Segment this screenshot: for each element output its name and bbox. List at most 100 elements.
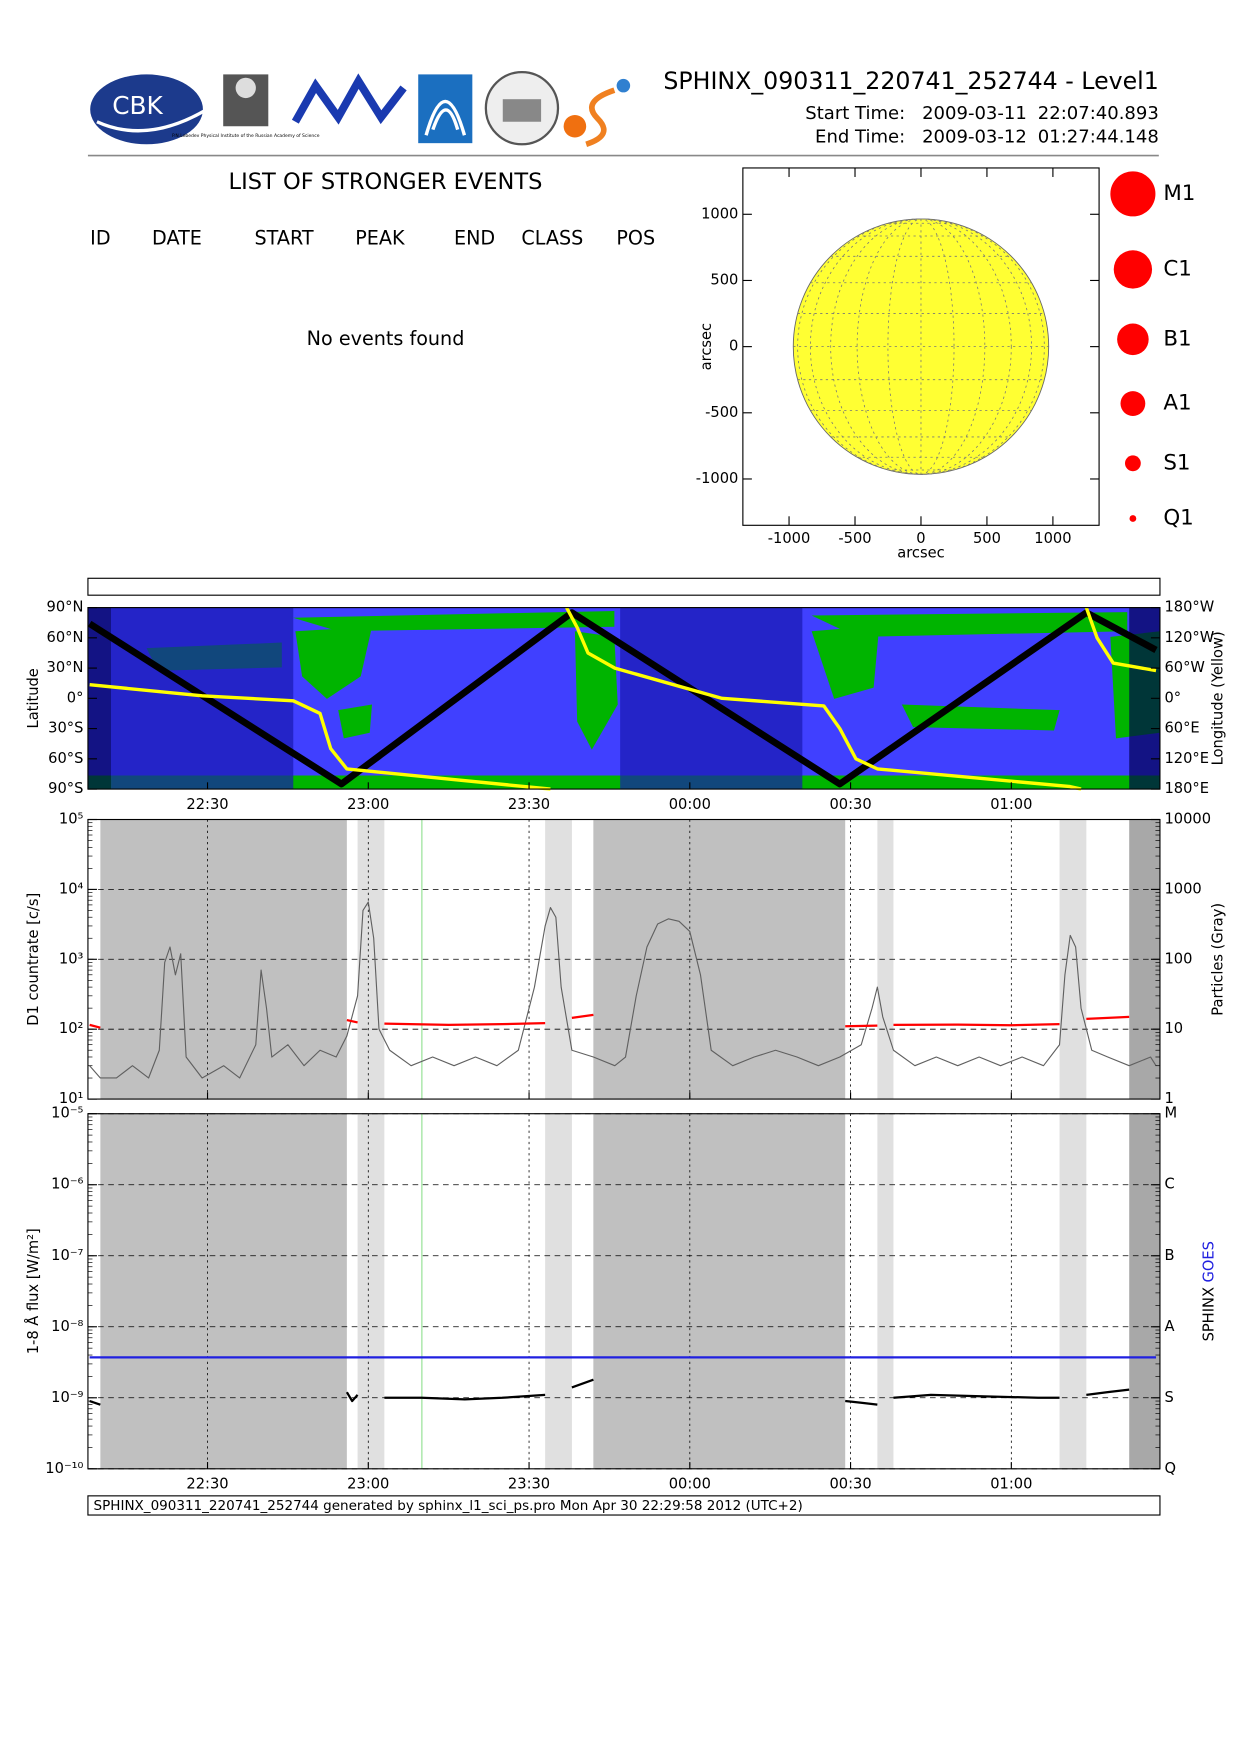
y2-tick-label: M: [1164, 1105, 1177, 1122]
x-tick-label: 00:00: [669, 1476, 711, 1493]
legend-marker: [1120, 391, 1146, 416]
y-tick-label: 10¹: [59, 1090, 84, 1107]
sun-disk: [792, 218, 1050, 475]
legend-label: Q1: [1163, 506, 1193, 531]
y-tick-label: 10⁻⁶: [51, 1176, 83, 1193]
y-axis-label: arcsec: [698, 323, 715, 370]
land: [811, 625, 880, 699]
status-box: [87, 577, 1161, 596]
y2-tick-label: Q: [1164, 1460, 1176, 1477]
x-tick-label: 00:00: [669, 796, 711, 813]
x-tick-label: 01:00: [990, 1476, 1032, 1493]
y2-tick-label: C: [1164, 1176, 1174, 1193]
x-tick-label: 23:00: [347, 1476, 389, 1493]
y2-tick-label: 180°E: [1164, 780, 1209, 797]
shade: [357, 819, 385, 1100]
column-header: DATE: [152, 226, 202, 249]
y-tick-label: 60°N: [47, 629, 84, 646]
events-message: No events found: [307, 327, 465, 350]
y-tick-label: 90°S: [48, 780, 83, 797]
y2-tick-label: 60°W: [1164, 659, 1204, 676]
y-tick-label: 60°S: [48, 750, 83, 767]
land: [574, 631, 618, 750]
y2-tick-label: 100: [1164, 950, 1192, 967]
shade: [100, 1113, 347, 1469]
plot-frame: [87, 1113, 1161, 1470]
x-tick-label: 23:30: [508, 796, 550, 813]
start-time: 22:07:40.893: [1038, 103, 1159, 124]
y-axis-label: 1-8 Å flux [W/m²]: [25, 1228, 42, 1354]
x-tick-label: 22:30: [186, 796, 228, 813]
y2-tick-label: B: [1164, 1247, 1174, 1264]
legend: SPHINX GOES: [1201, 1241, 1218, 1341]
y-tick-label: 10³: [59, 950, 84, 967]
end-time: 01:27:44.148: [1038, 127, 1159, 148]
footer-box: [87, 1495, 1161, 1516]
x-tick-label: 00:30: [829, 1476, 871, 1493]
legend-label: S1: [1163, 450, 1190, 475]
logo-sun: [563, 114, 587, 138]
x-tick-label: 22:30: [186, 1476, 228, 1493]
column-header: END: [454, 226, 495, 249]
y-tick-label: 30°N: [47, 659, 84, 676]
y-tick-label: 500: [710, 271, 738, 288]
y-tick-label: -500: [705, 404, 738, 421]
meridian: [797, 218, 1045, 475]
shade: [545, 1113, 572, 1469]
x-tick-label: 0: [916, 530, 925, 547]
x-tick-label: -1000: [768, 530, 811, 547]
x-tick-label: 23:30: [508, 1476, 550, 1493]
column-header: PEAK: [355, 226, 405, 249]
end-label: End Time:: [815, 127, 905, 148]
y2-tick-label: 10: [1164, 1020, 1183, 1037]
y-tick-label: 30°S: [48, 720, 83, 737]
y2-tick-label: A: [1164, 1318, 1174, 1335]
legend-marker: [1113, 250, 1153, 289]
events-title: LIST OF STRONGER EVENTS: [229, 169, 543, 195]
column-header: ID: [90, 226, 110, 249]
shade: [877, 1113, 894, 1469]
x-tick-label: 500: [973, 530, 1001, 547]
y2-tick-label: S: [1164, 1389, 1173, 1406]
x-tick-label: 1000: [1034, 530, 1071, 547]
land: [811, 612, 1128, 637]
legend-label: A1: [1163, 391, 1191, 416]
logo-arc-mark: [424, 100, 467, 136]
column-header: START: [255, 226, 314, 249]
y2-tick-label: 1000: [1164, 880, 1201, 897]
land: [338, 704, 373, 739]
y-tick-label: 10²: [59, 1020, 84, 1037]
y2-tick-label: 180°W: [1164, 599, 1214, 616]
logo-s: [585, 87, 616, 147]
events-columns: ID DATE START PEAK END CLASS POS: [90, 226, 655, 249]
legend-label: GOES: [1201, 1241, 1218, 1282]
start-label: Start Time:: [805, 103, 905, 124]
y2-tick-label: 60°E: [1164, 720, 1199, 737]
x-axis-label: arcsec: [897, 544, 944, 561]
logos: CBK P.N.Lebedev Physical Institute of th…: [90, 71, 631, 147]
shade: [1129, 1113, 1160, 1469]
shade: [357, 1113, 385, 1469]
footer-text: SPHINX_090311_220741_252744 generated by…: [94, 1498, 803, 1514]
x-tick-label: -500: [838, 530, 871, 547]
legend-label: C1: [1163, 256, 1192, 281]
logo-earth: [616, 78, 631, 93]
land: [293, 610, 615, 632]
column-header: CLASS: [521, 226, 583, 249]
x-tick-label: 00:30: [829, 796, 871, 813]
y-axis-label: Latitude: [25, 668, 42, 728]
y2-axis-label: Longitude (Yellow): [1210, 631, 1227, 765]
y-tick-label: 10⁻⁷: [51, 1247, 83, 1264]
longitude-line: [89, 606, 1157, 791]
y-tick-label: 10⁻⁵: [51, 1105, 83, 1122]
y2-tick-label: 120°W: [1164, 629, 1214, 646]
legend-label: B1: [1163, 326, 1191, 351]
logo-text: CBK: [112, 91, 163, 120]
legend-label: SPHINX: [1201, 1287, 1218, 1341]
y-tick-label: 90°N: [47, 599, 84, 616]
y-tick-label: 10⁴: [59, 880, 84, 897]
series-line: [89, 1378, 1130, 1406]
legend-marker: [1129, 515, 1137, 522]
